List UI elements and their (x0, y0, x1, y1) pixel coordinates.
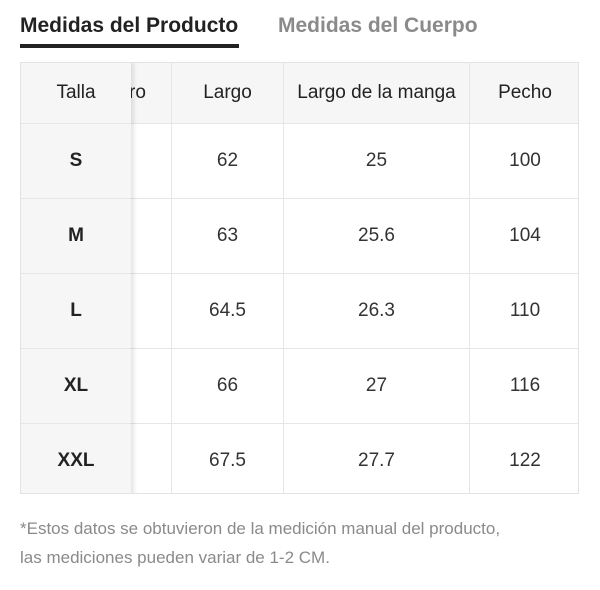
cell-pecho: 122 (469, 424, 578, 493)
size-table[interactable]: ro Largo Largo de la manga Pecho 62 25 1… (20, 62, 579, 494)
header-hidden-column: ro (129, 82, 146, 103)
size-label: XL (21, 348, 131, 423)
size-label: L (21, 273, 131, 348)
cell-largo-manga: 25 (283, 124, 469, 198)
disclaimer-line-2: las mediciones pueden variar de 1-2 CM. (20, 548, 330, 567)
cell-pecho: 110 (469, 274, 578, 348)
table-row: 67.5 27.7 122 (21, 423, 578, 493)
size-label: XXL (21, 423, 131, 493)
cell-largo: 66 (171, 349, 283, 423)
active-tab-indicator (20, 44, 239, 48)
header-largo: Largo (171, 63, 283, 123)
header-pecho: Pecho (469, 63, 578, 123)
table-row: 62 25 100 (21, 123, 578, 198)
table-row: 64.5 26.3 110 (21, 273, 578, 348)
cell-largo: 63 (171, 199, 283, 273)
sticky-size-column: Talla S M L XL XXL (21, 63, 131, 493)
table-row: 63 25.6 104 (21, 198, 578, 273)
tab-body-measurements[interactable]: Medidas del Cuerpo (278, 14, 478, 37)
size-label: M (21, 198, 131, 273)
cell-pecho: 116 (469, 349, 578, 423)
cell-pecho: 104 (469, 199, 578, 273)
disclaimer-line-1: *Estos datos se obtuvieron de la medició… (20, 519, 501, 538)
cell-largo-manga: 26.3 (283, 274, 469, 348)
cell-largo: 62 (171, 124, 283, 198)
cell-largo-manga: 27 (283, 349, 469, 423)
cell-largo-manga: 27.7 (283, 424, 469, 493)
header-talla: Talla (56, 82, 96, 103)
cell-largo-manga: 25.6 (283, 199, 469, 273)
measurement-disclaimer: *Estos datos se obtuvieron de la medició… (20, 514, 580, 572)
table-row: 66 27 116 (21, 348, 578, 423)
tab-product-measurements[interactable]: Medidas del Producto (20, 14, 239, 37)
cell-pecho: 100 (469, 124, 578, 198)
cell-largo: 64.5 (171, 274, 283, 348)
measurement-tabs: Medidas del Producto Medidas del Cuerpo (20, 0, 580, 50)
cell-largo: 67.5 (171, 424, 283, 493)
size-label: S (21, 123, 131, 198)
header-largo-manga: Largo de la manga (283, 63, 469, 123)
